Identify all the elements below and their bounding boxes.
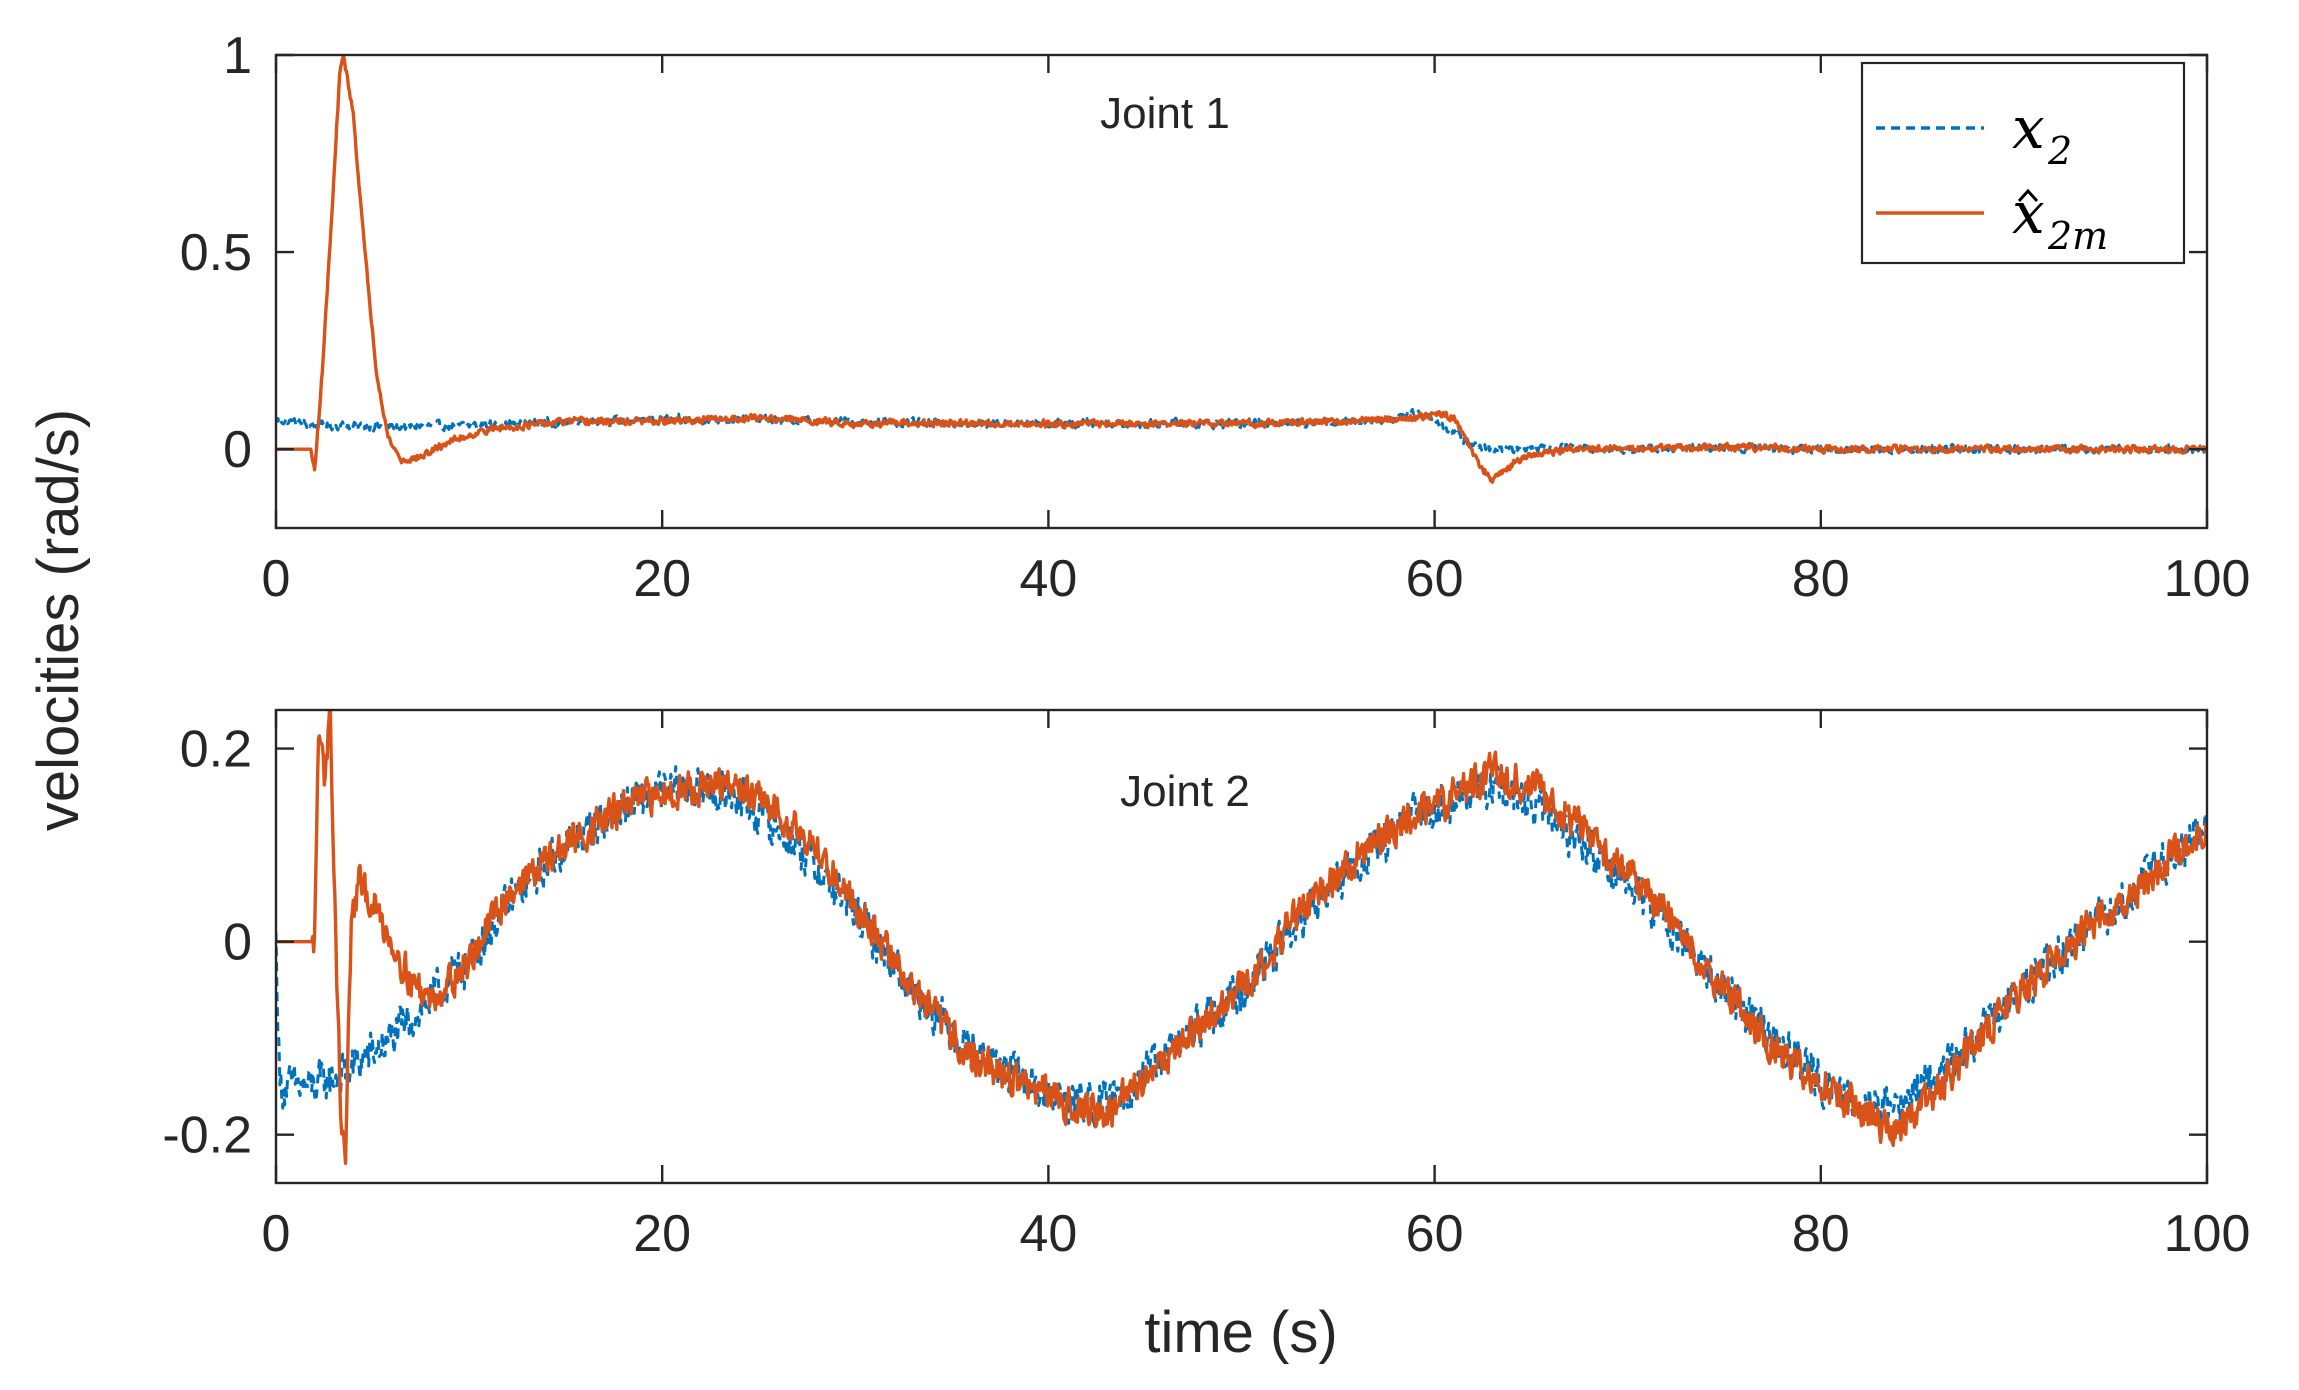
series-group — [276, 710, 2207, 1166]
series-group — [276, 55, 2207, 484]
legend-subscript-x2m_hat: 2m — [2047, 214, 2108, 258]
panel-title: Joint 2 — [1120, 767, 1250, 816]
axes-box — [274, 53, 2209, 530]
x-tick-label: 0 — [262, 550, 291, 608]
y-tick-label: 0 — [223, 421, 252, 479]
y-tick-label: 0.5 — [180, 224, 252, 282]
x-tick-label: 20 — [633, 550, 691, 608]
legend-box — [1860, 61, 2186, 265]
x-tick-label: 40 — [1019, 1205, 1077, 1263]
y-tick-label: -0.2 — [162, 1107, 252, 1165]
x-axis-label: time (s) — [1144, 1300, 1337, 1365]
panel-title: Joint 1 — [1100, 89, 1230, 138]
x-tick-label: 100 — [2164, 550, 2251, 608]
y-axis-label: velocities (rad/s) — [26, 409, 91, 831]
x-tick-label: 100 — [2164, 1205, 2251, 1263]
axes-box — [274, 708, 2209, 1185]
legend-subscript-x2: 2 — [2047, 129, 2072, 173]
legend: x 2x 2m — [1860, 61, 2186, 265]
x-tick-label: 0 — [262, 1205, 291, 1263]
legend-label-x2: x — [2012, 94, 2045, 162]
y-tick-label: 0 — [223, 914, 252, 972]
series-line-x2m_hat — [276, 710, 2207, 1166]
x-tick-label: 20 — [633, 1205, 691, 1263]
series-line-x2 — [276, 764, 2207, 1128]
x-tick-label: 80 — [1792, 1205, 1850, 1263]
x-tick-label: 80 — [1792, 550, 1850, 608]
x-tick-label: 60 — [1406, 550, 1464, 608]
x-tick-label: 60 — [1406, 1205, 1464, 1263]
x-tick-label: 40 — [1019, 550, 1077, 608]
series-line-x2m_hat — [276, 55, 2207, 484]
y-tick-label: 1 — [223, 27, 252, 85]
y-tick-label: 0.2 — [180, 721, 252, 779]
legend-hat-accent — [2017, 188, 2039, 203]
